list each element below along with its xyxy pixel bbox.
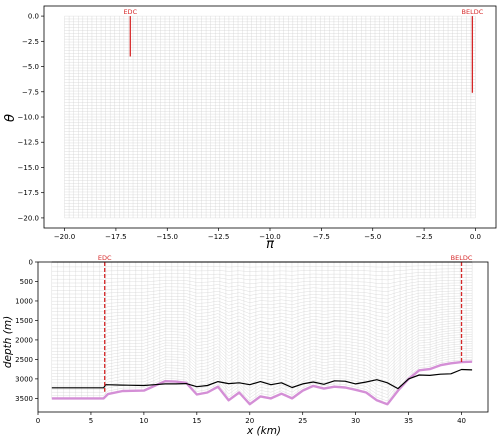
y-tick-label: 500	[20, 278, 33, 286]
x-tick-label: 35	[404, 417, 413, 425]
mesh-layer-line	[51, 327, 473, 356]
y-tick-label: 1500	[15, 317, 33, 325]
mesh-layer-line	[51, 274, 473, 281]
x-tick-label: 10	[139, 417, 148, 425]
x-tick-label: 30	[351, 417, 360, 425]
mesh-layer-line	[51, 352, 473, 392]
mesh-layer-line	[51, 293, 473, 307]
x-tick-label: −15.0	[157, 233, 178, 241]
mesh-layer-line	[51, 300, 473, 318]
mesh-layer-line	[51, 324, 473, 353]
mesh-layer-line	[51, 348, 473, 386]
bedrock-line	[51, 360, 473, 406]
x-tick-label: −2.5	[416, 233, 433, 241]
marker-label-edc: EDC	[123, 8, 137, 16]
x-tick-label: −7.5	[313, 233, 330, 241]
x-tick-label: 40	[457, 417, 466, 425]
x-tick-label: −20.0	[54, 233, 75, 241]
x-tick-label: 0.0	[470, 233, 481, 241]
y-tick-label: 0	[29, 259, 33, 267]
y-tick-label: −2.5	[22, 38, 39, 46]
top-panel: EDC BELDC −20.0 −17.5 −15.0 −12.5 −10.0 −7.5 −5…	[3, 5, 497, 252]
mesh-layer-line	[51, 336, 473, 369]
x-tick-label: 0	[36, 417, 40, 425]
y-tick-label: −10.0	[18, 114, 39, 122]
bottom-panel-y-axis-label: depth (m)	[2, 316, 14, 368]
top-panel-grid	[64, 15, 476, 219]
bottom-panel-frame	[37, 261, 489, 413]
marker-label-edc: EDC	[98, 254, 112, 262]
bottom-panel-grid	[51, 262, 473, 405]
top-panel-y-ticks: 0.0 −2.5 −5.0 −7.5 −10.0 −12.5 −15.0 −17.5 −20.0	[18, 13, 44, 222]
mesh-layer-line	[51, 320, 473, 346]
mesh-layer-line	[51, 290, 473, 303]
bottom-panel: EDC BELDC 0 5 10 15 20 25 30 35 40 0 500 1000 1500 20…	[2, 254, 489, 437]
top-panel-marks: EDC BELDC	[123, 8, 484, 93]
y-tick-label: −20.0	[18, 214, 39, 222]
mesh-layer-line	[51, 295, 473, 311]
y-tick-label: −17.5	[18, 189, 39, 197]
mesh-layer-line	[51, 315, 473, 339]
mesh-layer-line	[51, 343, 473, 379]
top-panel-x-axis-label: π	[266, 237, 274, 252]
mesh-layer-line	[51, 271, 473, 276]
top-panel-y-axis-label: θ	[3, 114, 18, 122]
mesh-layer-line	[51, 331, 473, 363]
mesh-layer-line	[51, 287, 473, 300]
marker-label-beldc: BELDC	[462, 8, 484, 16]
bottom-panel-y-ticks: 0 500 1000 1500 2000 2500 3000 3500	[15, 259, 38, 403]
mesh-layer-line	[51, 298, 473, 314]
mesh-layer-line	[51, 334, 473, 366]
top-panel-x-ticks: −20.0 −17.5 −15.0 −12.5 −10.0 −7.5 −5.0 −2.5 0.0	[54, 228, 481, 241]
y-tick-label: 1000	[15, 297, 33, 305]
mesh-layer-line	[51, 350, 473, 389]
ice-base-line	[51, 368, 473, 390]
x-tick-label: −10.0	[259, 233, 280, 241]
mesh-layer-line	[51, 310, 473, 332]
marker-label-beldc: BELDC	[451, 254, 473, 262]
x-tick-label: 25	[298, 417, 307, 425]
mesh-layer-line	[51, 322, 473, 349]
mesh-layer-line	[51, 338, 473, 373]
bottom-panel-x-ticks: 0 5 10 15 20 25 30 35 40	[36, 412, 466, 425]
mesh-layer-line	[51, 308, 473, 328]
y-tick-label: 2500	[15, 356, 33, 364]
x-tick-label: 20	[245, 417, 254, 425]
y-tick-label: −5.0	[22, 63, 39, 71]
y-tick-label: 3500	[15, 395, 33, 403]
x-tick-label: −5.0	[364, 233, 381, 241]
mesh-layer-line	[51, 277, 473, 285]
mesh-layer-line	[51, 357, 473, 399]
x-tick-label: 5	[89, 417, 93, 425]
x-tick-label: −17.5	[105, 233, 126, 241]
mesh-layer-line	[51, 341, 473, 376]
mesh-layer-line	[51, 279, 473, 288]
mesh-layer-line	[51, 329, 473, 359]
mesh-layer-line	[51, 303, 473, 321]
y-tick-label: −12.5	[18, 139, 39, 147]
y-tick-label: 2000	[15, 336, 33, 344]
y-tick-label: 0.0	[28, 13, 39, 21]
x-tick-label: −12.5	[208, 233, 229, 241]
mesh-layer-line	[51, 305, 473, 325]
mesh-layer-line	[51, 312, 473, 335]
y-tick-label: −15.0	[18, 164, 39, 172]
mesh-layer-line	[51, 359, 473, 402]
mesh-layer-line	[51, 345, 473, 382]
y-tick-label: 3000	[15, 375, 33, 383]
mesh-layer-line	[51, 268, 473, 272]
mesh-layer-line	[51, 265, 473, 268]
mesh-layer-line	[51, 282, 473, 292]
mesh-layer-line	[51, 317, 473, 342]
y-tick-label: −7.5	[22, 88, 39, 96]
mesh-layer-line	[51, 285, 473, 296]
bottom-panel-x-axis-label: x (km)	[246, 425, 281, 437]
mesh-layer-line	[51, 354, 473, 395]
x-tick-label: 15	[192, 417, 201, 425]
